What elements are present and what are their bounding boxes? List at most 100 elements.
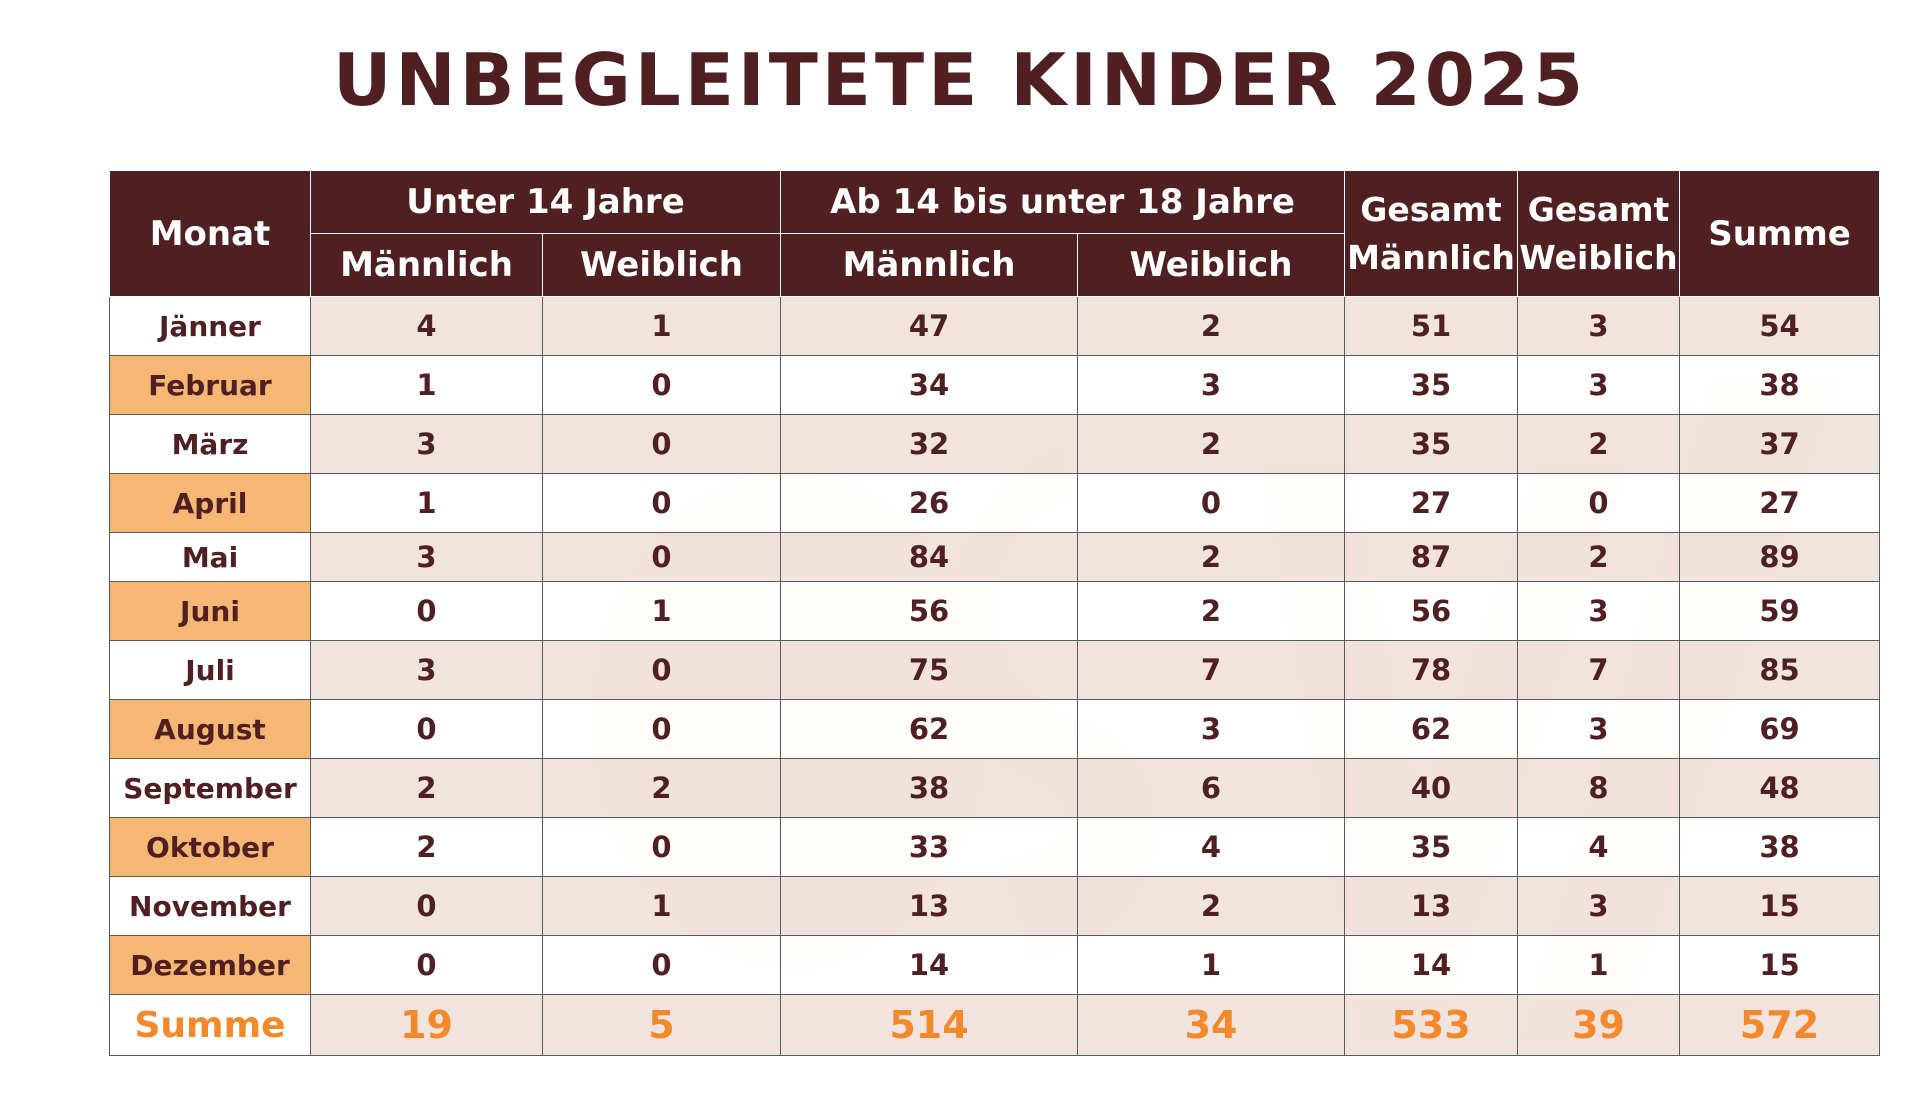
cell-u14-maennlich: 3 <box>310 532 543 582</box>
cell-summe: 89 <box>1679 532 1881 582</box>
cell-gesamt-maennlich: 62 <box>1344 699 1519 759</box>
cell-u14-weiblich: 0 <box>541 355 782 415</box>
header-14-to-18-weiblich: Weiblich <box>1077 233 1346 297</box>
cell-a14-maennlich: 56 <box>780 581 1079 641</box>
cell-gesamt-weiblich: 2 <box>1517 532 1681 582</box>
cell-summe: 54 <box>1679 296 1881 356</box>
cell-u14-weiblich: 0 <box>541 699 782 759</box>
cell-a14-maennlich: 62 <box>780 699 1079 759</box>
cell-a14-maennlich: 32 <box>780 414 1079 474</box>
cell-summe: 38 <box>1679 355 1881 415</box>
cell-u14-maennlich: 3 <box>310 414 543 474</box>
cell-u14-maennlich: 0 <box>310 876 543 936</box>
table-row: Mai 3 0 84 2 87 2 89 <box>109 532 1881 582</box>
cell-u14-weiblich: 0 <box>541 532 782 582</box>
cell-gesamt-maennlich: 13 <box>1344 876 1519 936</box>
total-row: Summe 19 5 514 34 533 39 572 <box>109 994 1881 1056</box>
table-row: November 0 1 13 2 13 3 15 <box>109 876 1881 936</box>
cell-a14-maennlich: 26 <box>780 473 1079 533</box>
cell-gesamt-maennlich: 35 <box>1344 414 1519 474</box>
cell-gesamt-maennlich: 35 <box>1344 355 1519 415</box>
header-gesamt-weiblich-line2: Weiblich <box>1519 237 1678 277</box>
cell-summe: 85 <box>1679 640 1881 700</box>
cell-a14-weiblich: 2 <box>1077 532 1346 582</box>
total-u14-weiblich: 5 <box>541 994 782 1056</box>
total-gesamt-weiblich: 39 <box>1517 994 1681 1056</box>
cell-gesamt-weiblich: 3 <box>1517 876 1681 936</box>
cell-gesamt-maennlich: 35 <box>1344 817 1519 877</box>
cell-gesamt-weiblich: 3 <box>1517 296 1681 356</box>
cell-a14-weiblich: 1 <box>1077 935 1346 995</box>
month-cell: August <box>109 699 311 759</box>
cell-u14-weiblich: 1 <box>541 296 782 356</box>
table-row: März 3 0 32 2 35 2 37 <box>109 414 1881 474</box>
cell-u14-weiblich: 0 <box>541 640 782 700</box>
table-row: Oktober 2 0 33 4 35 4 38 <box>109 817 1881 877</box>
header-monat: Monat <box>109 170 311 297</box>
cell-a14-maennlich: 33 <box>780 817 1079 877</box>
cell-u14-maennlich: 1 <box>310 473 543 533</box>
cell-a14-weiblich: 0 <box>1077 473 1346 533</box>
cell-summe: 69 <box>1679 699 1881 759</box>
cell-u14-weiblich: 0 <box>541 817 782 877</box>
cell-summe: 59 <box>1679 581 1881 641</box>
cell-gesamt-maennlich: 87 <box>1344 532 1519 582</box>
cell-a14-maennlich: 47 <box>780 296 1079 356</box>
month-cell: November <box>109 876 311 936</box>
header-under-14-maennlich: Männlich <box>310 233 543 297</box>
cell-summe: 15 <box>1679 876 1881 936</box>
table-row: April 1 0 26 0 27 0 27 <box>109 473 1881 533</box>
table-row: Juli 3 0 75 7 78 7 85 <box>109 640 1881 700</box>
total-summe: 572 <box>1679 994 1881 1056</box>
total-a14-maennlich: 514 <box>780 994 1079 1056</box>
header-group-14-to-18: Ab 14 bis unter 18 Jahre <box>780 170 1346 234</box>
cell-gesamt-weiblich: 3 <box>1517 581 1681 641</box>
cell-u14-maennlich: 0 <box>310 699 543 759</box>
cell-summe: 48 <box>1679 758 1881 818</box>
total-a14-weiblich: 34 <box>1077 994 1346 1056</box>
cell-gesamt-maennlich: 56 <box>1344 581 1519 641</box>
cell-u14-maennlich: 4 <box>310 296 543 356</box>
header-gesamt-maennlich-line1: Gesamt <box>1360 189 1502 229</box>
header-gesamt-maennlich-line2: Männlich <box>1347 237 1515 277</box>
cell-u14-weiblich: 1 <box>541 581 782 641</box>
cell-gesamt-weiblich: 2 <box>1517 414 1681 474</box>
total-u14-maennlich: 19 <box>310 994 543 1056</box>
page-title: UNBEGLEITETE KINDER 2025 <box>332 38 1588 122</box>
cell-u14-maennlich: 2 <box>310 817 543 877</box>
cell-u14-maennlich: 1 <box>310 355 543 415</box>
cell-u14-maennlich: 3 <box>310 640 543 700</box>
cell-gesamt-weiblich: 0 <box>1517 473 1681 533</box>
total-gesamt-maennlich: 533 <box>1344 994 1519 1056</box>
header-summe: Summe <box>1679 170 1881 297</box>
cell-gesamt-maennlich: 78 <box>1344 640 1519 700</box>
cell-u14-weiblich: 1 <box>541 876 782 936</box>
cell-gesamt-weiblich: 8 <box>1517 758 1681 818</box>
table-row: September 2 2 38 6 40 8 48 <box>109 758 1881 818</box>
table-row: Februar 1 0 34 3 35 3 38 <box>109 355 1881 415</box>
month-cell: Oktober <box>109 817 311 877</box>
cell-gesamt-maennlich: 40 <box>1344 758 1519 818</box>
cell-u14-weiblich: 0 <box>541 414 782 474</box>
cell-u14-weiblich: 0 <box>541 473 782 533</box>
total-label: Summe <box>109 994 311 1056</box>
cell-gesamt-weiblich: 3 <box>1517 355 1681 415</box>
cell-gesamt-maennlich: 51 <box>1344 296 1519 356</box>
cell-a14-maennlich: 14 <box>780 935 1079 995</box>
cell-a14-weiblich: 2 <box>1077 876 1346 936</box>
cell-u14-maennlich: 0 <box>310 581 543 641</box>
cell-u14-weiblich: 2 <box>541 758 782 818</box>
cell-gesamt-weiblich: 3 <box>1517 699 1681 759</box>
month-cell: September <box>109 758 311 818</box>
table-row: Juni 0 1 56 2 56 3 59 <box>109 581 1881 641</box>
cell-summe: 27 <box>1679 473 1881 533</box>
cell-a14-maennlich: 84 <box>780 532 1079 582</box>
cell-u14-maennlich: 0 <box>310 935 543 995</box>
cell-a14-maennlich: 13 <box>780 876 1079 936</box>
cell-u14-maennlich: 2 <box>310 758 543 818</box>
cell-summe: 37 <box>1679 414 1881 474</box>
cell-gesamt-maennlich: 27 <box>1344 473 1519 533</box>
month-cell: Juni <box>109 581 311 641</box>
month-cell: Februar <box>109 355 311 415</box>
cell-a14-weiblich: 7 <box>1077 640 1346 700</box>
